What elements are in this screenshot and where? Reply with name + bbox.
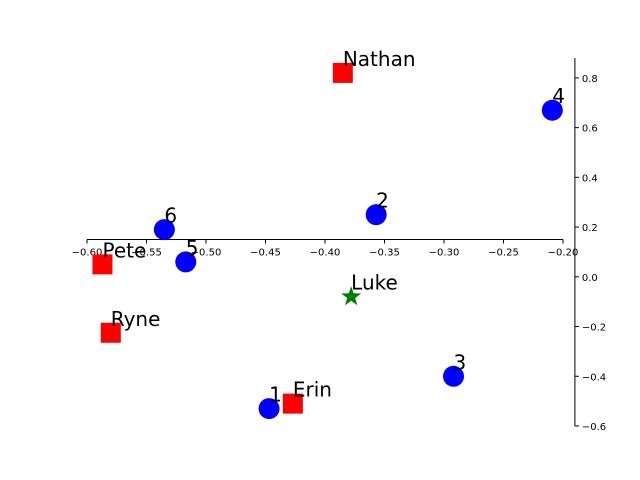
scatter-point-2 (365, 204, 387, 226)
x-tick-label: −0.35 (369, 248, 400, 259)
x-tick-label: −0.45 (250, 248, 281, 259)
scatter-point-4 (541, 99, 563, 121)
point-label-3: 3 (454, 350, 467, 374)
scatter-point-erin (282, 393, 303, 414)
point-label-pete: Pete (102, 238, 146, 262)
x-tick-label: −0.20 (548, 248, 579, 259)
point-label-5: 5 (186, 236, 199, 260)
point-label-ryne: Ryne (111, 307, 161, 331)
point-labels: 1 2 3 4 56 Nathan Pete Ryne Erin Luke (102, 47, 565, 407)
point-label-2: 2 (376, 189, 389, 213)
x-tick-label: −0.25 (488, 248, 519, 259)
scatter-point-pete (92, 254, 113, 275)
y-tick-label: −0.2 (582, 323, 606, 334)
y-tick-label: 0.6 (582, 124, 598, 135)
data-points (92, 62, 563, 420)
point-label-4: 4 (552, 84, 565, 108)
scatter-point-luke (341, 286, 362, 306)
scatter-point-6 (153, 219, 175, 241)
y-tick-label: 0.8 (582, 74, 598, 85)
x-tick-label: −0.30 (429, 248, 460, 259)
point-label-nathan: Nathan (343, 47, 416, 71)
x-tick-label: −0.40 (310, 248, 341, 259)
scatter-point-3 (443, 365, 465, 387)
point-label-erin: Erin (293, 378, 332, 402)
x-tick-label: −0.50 (191, 248, 222, 259)
y-tick-label: 0.4 (582, 173, 598, 184)
point-label-luke: Luke (351, 271, 398, 295)
point-label-1: 1 (269, 383, 282, 407)
y-tick-label: 0.0 (582, 273, 598, 284)
scatter-point-1 (258, 398, 280, 420)
scatter-point-5 (175, 251, 197, 273)
point-label-6: 6 (164, 204, 177, 228)
y-tick-label: 0.2 (582, 223, 598, 234)
y-tick-label: −0.6 (582, 422, 606, 433)
axes: −0.60 −0.55 −0.50 −0.45 −0.40 −0.35 −0.30 −0.25… (72, 58, 606, 433)
scatter-point-nathan (332, 62, 353, 83)
x-tick-label: −0.60 (72, 248, 103, 259)
scatter-point-ryne (100, 322, 121, 343)
y-tick-label: −0.4 (582, 372, 606, 383)
x-tick-label: −0.55 (131, 248, 162, 259)
